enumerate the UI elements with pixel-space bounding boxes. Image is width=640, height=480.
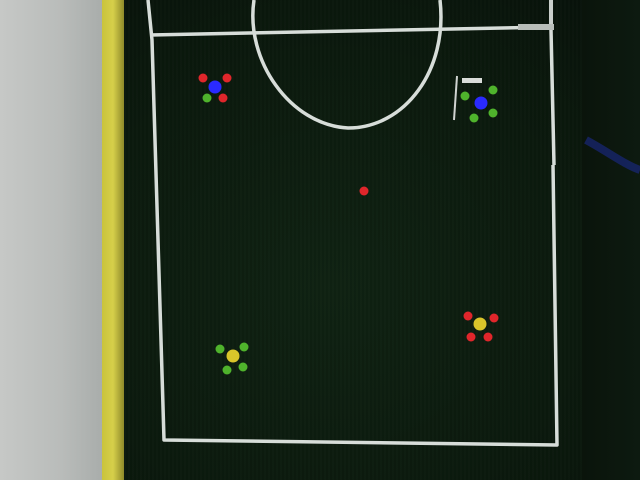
robot-marker-green	[469, 113, 479, 123]
robot-marker-red	[483, 332, 493, 342]
ball	[359, 186, 369, 196]
robot-marker-red	[466, 332, 476, 342]
robot-marker-red	[222, 73, 232, 83]
yellow-boundary-tape	[102, 0, 124, 480]
robot-marker-red	[489, 313, 499, 323]
robot-marker-green	[238, 362, 248, 372]
robot-marker-green	[222, 365, 232, 375]
robot-marker-green	[239, 342, 249, 352]
robot-center-blue	[208, 80, 222, 94]
robot-marker-red	[198, 73, 208, 83]
robot-yellow-green-markers	[215, 342, 249, 375]
blue-cable	[584, 136, 640, 174]
arena-wall	[0, 0, 102, 480]
field-boundary-line	[146, 0, 559, 447]
center-circle	[251, 0, 443, 130]
off-field-area	[582, 0, 640, 480]
robot-marker-green	[215, 344, 225, 354]
white-tag	[462, 78, 482, 83]
robot-center-blue	[474, 96, 488, 110]
robot-blue-red-markers	[198, 73, 232, 103]
robot-marker-green	[488, 108, 498, 118]
robot-marker-green	[202, 93, 212, 103]
robot-yellow-red-markers	[463, 311, 499, 342]
robot-blue-green-markers	[460, 85, 498, 123]
robot-center-yellow	[226, 349, 240, 363]
robot-marker-red	[463, 311, 473, 321]
robot-marker-red	[218, 93, 228, 103]
goal-post-base	[518, 24, 554, 30]
robot-marker-green	[488, 85, 498, 95]
white-stick-marker	[453, 75, 458, 121]
right-boundary-line	[549, 29, 556, 166]
robot-center-yellow	[473, 317, 487, 331]
robot-marker-green	[460, 91, 470, 101]
halfway-line	[149, 25, 552, 37]
